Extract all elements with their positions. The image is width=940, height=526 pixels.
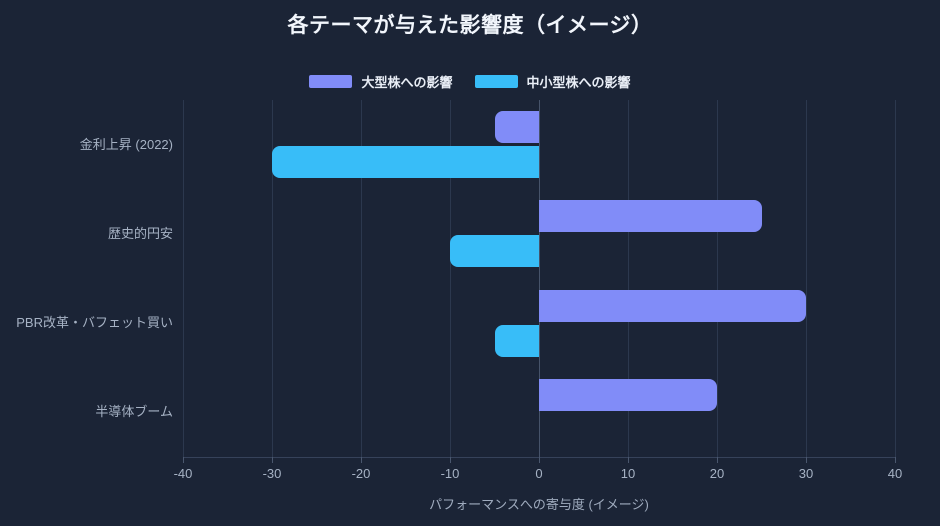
x-tick-label: -20 bbox=[351, 466, 371, 481]
legend-item-large-cap[interactable]: 大型株への影響 bbox=[309, 72, 453, 91]
category-label: 歴史的円安 bbox=[107, 225, 173, 241]
x-axis-title: パフォーマンスへの寄与度 (イメージ) bbox=[429, 497, 649, 512]
gridline bbox=[361, 100, 362, 457]
x-tick-label: -30 bbox=[262, 466, 282, 481]
x-tick-mark bbox=[272, 457, 273, 463]
gridline bbox=[806, 100, 807, 457]
zero-gridline bbox=[539, 100, 540, 457]
bar-small-mid-cap bbox=[494, 324, 539, 357]
legend: 大型株への影響 中小型株への影響 bbox=[0, 72, 940, 91]
legend-swatch-small-mid-cap bbox=[474, 75, 518, 88]
bar-large-cap bbox=[539, 289, 806, 322]
legend-label-small-mid-cap: 中小型株への影響 bbox=[526, 75, 631, 90]
category-label: PBR改革・バフェット買い bbox=[16, 315, 173, 331]
bar-large-cap bbox=[539, 200, 762, 233]
gridline bbox=[450, 100, 451, 457]
x-tick-label: 30 bbox=[798, 466, 814, 481]
x-tick-mark bbox=[717, 457, 718, 463]
x-tick-label: 0 bbox=[535, 466, 543, 481]
x-tick-label: 40 bbox=[887, 466, 903, 481]
x-tick-mark bbox=[539, 457, 540, 463]
category-label: 半導体ブーム bbox=[95, 404, 173, 420]
gridline bbox=[183, 100, 184, 457]
legend-label-large-cap: 大型株への影響 bbox=[361, 75, 453, 90]
chart-title: 各テーマが与えた影響度（イメージ） bbox=[287, 14, 653, 37]
legend-swatch-large-cap bbox=[309, 75, 353, 88]
bar-small-mid-cap bbox=[450, 235, 539, 268]
legend-item-small-mid-cap[interactable]: 中小型株への影響 bbox=[474, 72, 631, 91]
x-tick-mark bbox=[183, 457, 184, 463]
bar-small-mid-cap bbox=[272, 146, 539, 179]
x-tick-mark bbox=[895, 457, 896, 463]
category-label: 金利上昇 (2022) bbox=[79, 136, 173, 152]
gridline bbox=[895, 100, 896, 457]
x-tick-mark bbox=[806, 457, 807, 463]
x-tick-label: -40 bbox=[173, 466, 193, 481]
bar-large-cap bbox=[494, 111, 539, 144]
x-tick-mark bbox=[628, 457, 629, 463]
x-tick-label: 20 bbox=[709, 466, 725, 481]
gridline bbox=[717, 100, 718, 457]
plot-area bbox=[183, 100, 896, 457]
x-tick-label: 10 bbox=[620, 466, 636, 481]
x-tick-mark bbox=[361, 457, 362, 463]
gridline bbox=[628, 100, 629, 457]
bar-large-cap bbox=[539, 378, 717, 411]
gridline bbox=[272, 100, 273, 457]
x-tick-label: -10 bbox=[440, 466, 460, 481]
x-tick-mark bbox=[450, 457, 451, 463]
